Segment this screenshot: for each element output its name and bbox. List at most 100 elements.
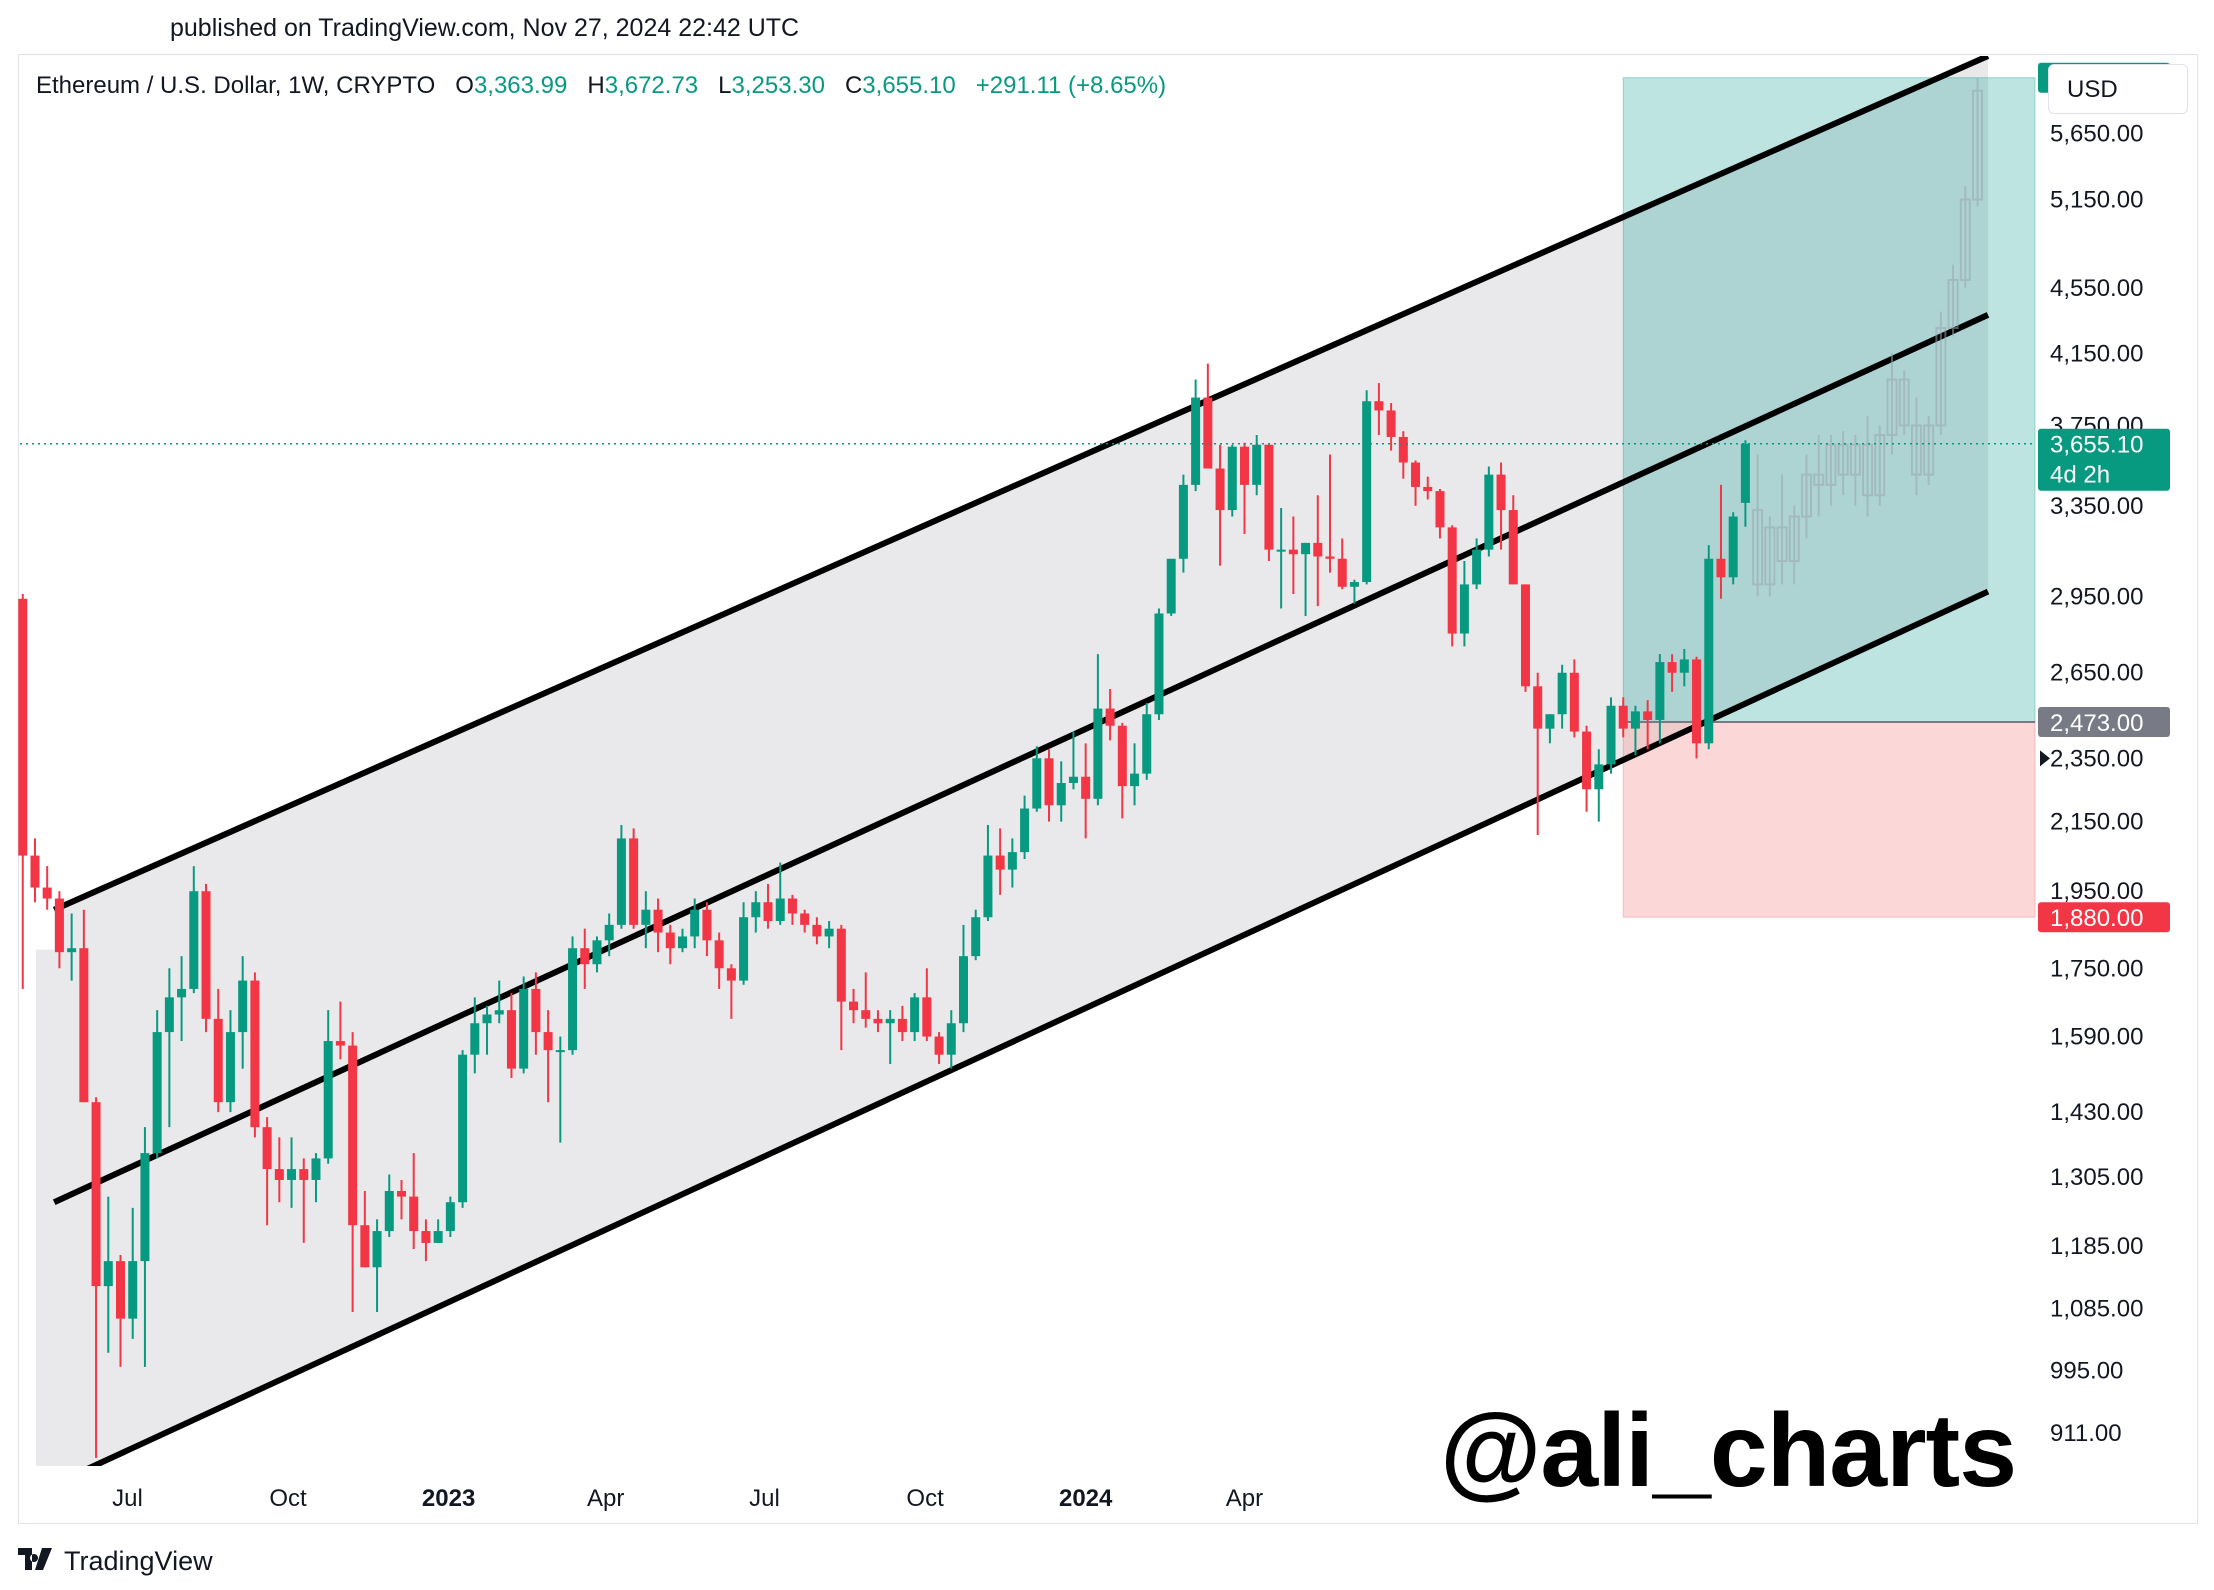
low-value: 3,253.30 [731, 72, 825, 99]
candle [1081, 743, 1091, 839]
candle-body [812, 924, 822, 937]
time-tick-label: 2024 [1059, 1485, 1113, 1512]
price-tick-label: 4,150.00 [2050, 340, 2143, 367]
candle-body [800, 913, 810, 925]
candle [1325, 454, 1335, 573]
candle-body [1227, 446, 1237, 511]
candle-body [103, 1261, 113, 1287]
close-label: C [844, 72, 863, 99]
candle-body [983, 855, 993, 918]
price-tick-label: 2,150.00 [2050, 809, 2143, 836]
candle-body [665, 932, 675, 949]
close-value: 3,655.10 [862, 72, 956, 99]
candle-body [1349, 582, 1359, 587]
candle-body [1788, 515, 1800, 563]
candle-body [1105, 708, 1115, 726]
candle [1459, 561, 1469, 647]
candle-body [421, 1231, 431, 1243]
candle [861, 972, 871, 1028]
candle [1056, 761, 1066, 822]
candle [677, 928, 687, 953]
candle-body [641, 909, 651, 925]
candle-body [1959, 198, 1971, 281]
candle [836, 924, 846, 1051]
candle [934, 1032, 944, 1064]
candle-body [1923, 424, 1935, 476]
candle-body [885, 1018, 895, 1024]
candle-body [1056, 782, 1066, 806]
candle-body [299, 1169, 309, 1180]
symbol-name: Ethereum / U.S. Dollar, 1W, CRYPTO [36, 72, 436, 99]
candle [568, 936, 578, 1055]
candle-body [946, 1023, 956, 1055]
candle-body [201, 891, 211, 1019]
candle [519, 976, 529, 1074]
price-tick-label: 3,350.00 [2050, 493, 2143, 520]
candle [1130, 743, 1140, 806]
candle-body [1935, 327, 1947, 427]
candle-body [1081, 776, 1091, 799]
candle [849, 988, 859, 1024]
candle [1545, 714, 1555, 744]
time-tick-label: Apr [587, 1485, 624, 1512]
time-tick-label: Jul [749, 1485, 780, 1512]
candle-body [677, 936, 687, 949]
candle [1655, 654, 1665, 744]
candle [873, 1010, 883, 1033]
candle-body [690, 909, 700, 937]
candle [958, 924, 968, 1033]
candle-body [1947, 278, 1959, 330]
projected-candle [1800, 454, 1812, 539]
candle-body [1020, 808, 1030, 853]
candle-body [1520, 584, 1530, 687]
candle [177, 956, 187, 1042]
candle-body [91, 1102, 101, 1287]
price-tick-label: 1,430.00 [2050, 1099, 2143, 1126]
candle [1569, 659, 1579, 738]
candle-body [213, 1018, 223, 1103]
candle [1313, 495, 1323, 607]
candle-body [372, 1231, 382, 1268]
candle-body [177, 988, 187, 998]
candle-body [458, 1054, 468, 1203]
tradingview-brand[interactable]: TradingView [18, 1544, 213, 1578]
candle [1582, 725, 1592, 812]
candle [470, 997, 480, 1074]
candle [1411, 460, 1421, 506]
candle-body [482, 1014, 492, 1024]
projected-candle [1910, 397, 1922, 496]
candle-body [1459, 584, 1469, 634]
candle [1264, 444, 1274, 562]
candle [262, 1117, 272, 1226]
projected-candle [1862, 416, 1874, 517]
candle [482, 1005, 492, 1055]
projected-candle [1813, 435, 1825, 517]
candle-body [1301, 542, 1311, 555]
candle [812, 917, 822, 945]
candle [311, 1153, 321, 1203]
candle-body [1337, 558, 1347, 587]
price-label-box [2038, 428, 2170, 491]
candle [1740, 440, 1750, 527]
candle [189, 866, 199, 994]
candle [1386, 403, 1396, 451]
candle-body [1752, 509, 1764, 586]
candle-body [653, 909, 663, 933]
stop-zone [1622, 721, 2036, 918]
candle-body [1667, 662, 1677, 673]
candle [1093, 654, 1103, 806]
candle [1203, 363, 1213, 469]
candle-body [580, 948, 590, 965]
candle-body [1386, 410, 1396, 437]
price-tick-label: 1,950.00 [2050, 878, 2143, 905]
candle [885, 1010, 895, 1064]
candle [299, 1158, 309, 1243]
candle [983, 824, 993, 922]
candle [1374, 383, 1384, 436]
candle-body [1117, 725, 1127, 787]
candle [494, 980, 504, 1024]
candle-body [1728, 516, 1738, 578]
candle-body [714, 940, 724, 969]
currency-button[interactable]: USD [2048, 64, 2188, 114]
